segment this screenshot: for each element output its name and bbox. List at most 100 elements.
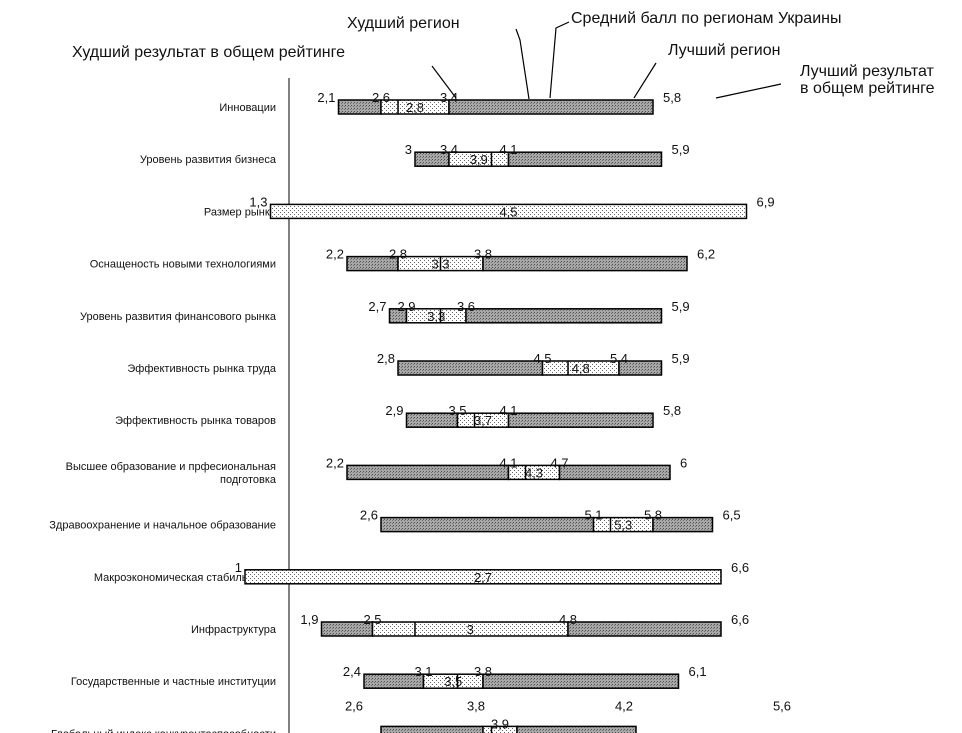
value-label-max: 5,9 [672, 142, 690, 157]
value-label-min: 2,2 [326, 247, 344, 262]
bar-segment-upper [567, 621, 722, 637]
value-label-worst-region: 2,8 [389, 247, 407, 262]
bar-segment-upper [448, 99, 654, 115]
legend-average: Средний балл по регионам Украины [571, 10, 842, 27]
category-label: Оснащеность новыми технологиями [90, 259, 276, 271]
legend-best-overall-line1: Лучший результат [800, 63, 934, 80]
bar-segment-range [244, 569, 722, 585]
value-label-max: 5,9 [672, 351, 690, 366]
value-label-min: 2,6 [345, 698, 363, 713]
value-label-min: 2,4 [343, 664, 361, 679]
value-label-best-region: 4,8 [559, 612, 577, 627]
value-label-average: 2,8 [406, 100, 424, 115]
value-label-best-region: 3,8 [474, 247, 492, 262]
value-label-max: 5,9 [672, 299, 690, 314]
value-label-worst-region: 3,8 [467, 698, 485, 713]
value-label-best-region: 5,8 [644, 508, 662, 523]
value-label-max: 6,6 [731, 612, 749, 627]
bar-segment-upper [465, 308, 663, 324]
value-label-worst-region: 3,1 [414, 664, 432, 679]
value-label-min: 2,9 [385, 403, 403, 418]
value-label-min: 1,9 [300, 612, 318, 627]
value-label-min: 2,2 [326, 455, 344, 470]
value-label-min: 2,7 [368, 299, 386, 314]
value-label-best-region: 4,1 [499, 403, 517, 418]
legend-worst-overall: Худший результат в общем рейтинге [72, 44, 345, 61]
value-label-max: 5,8 [663, 90, 681, 105]
category-label: Размер рынка [204, 206, 277, 218]
category-label: Уровень развития финансового рынка [80, 311, 277, 323]
value-label-worst-region: 2,6 [372, 90, 390, 105]
value-label-worst-region: 2,9 [397, 299, 415, 314]
category-label: Уровень развития бизнеса [140, 154, 277, 166]
legend-best-overall: Лучший результат в общем рейтинге [800, 63, 935, 97]
value-label-min: 3 [405, 142, 412, 157]
bar-segment-upper [482, 255, 688, 272]
legend-worst-region: Худший регион [347, 15, 460, 32]
value-label-max: 6,2 [697, 247, 715, 262]
category-label: Глобальный индекс конкурентоспособности [51, 728, 276, 733]
bar-segment-lower [346, 464, 510, 481]
value-label-min: 1 [235, 560, 242, 575]
value-label-average: 3,9 [491, 716, 509, 731]
value-label-best-region: 3,6 [457, 299, 475, 314]
value-label-min: 1,3 [249, 194, 267, 209]
bar-segment-lower [380, 725, 484, 733]
value-label-min: 2,6 [360, 508, 378, 523]
value-label-min: 2,8 [377, 351, 395, 366]
value-label-average: 3,7 [474, 413, 492, 428]
legend-best-overall-line2: в общем рейтинге [800, 80, 935, 97]
value-label-max: 6,9 [757, 194, 775, 209]
bar-segment-lower [380, 516, 595, 533]
bar-segment-regional [482, 725, 518, 733]
value-label-average: 3,9 [470, 152, 488, 167]
category-label: Высшее образование и прфесиональная подго… [66, 461, 277, 486]
value-label-max: 6,1 [689, 664, 707, 679]
legend-leader-lines [431, 21, 782, 100]
value-label-best-region: 4,7 [550, 455, 568, 470]
category-label: Эффективность рынка товаров [115, 415, 276, 427]
bar-segment-upper [558, 464, 671, 481]
category-label: Эффективность рынка труда [127, 363, 277, 375]
value-label-worst-region: 3,4 [440, 142, 458, 157]
bar-segment-upper [652, 516, 714, 533]
value-label-worst-region: 3,5 [448, 403, 466, 418]
bar-segment-range [269, 203, 748, 220]
value-label-max: 6 [680, 455, 687, 470]
value-label-max: 6,6 [731, 560, 749, 575]
value-label-max: 6,5 [723, 508, 741, 523]
value-label-average: 3,3 [431, 257, 449, 272]
bar-segment-lower [397, 360, 544, 376]
category-label: Инфраструктура [191, 624, 277, 636]
value-label-best-region: 3,8 [474, 664, 492, 679]
value-label-average: 3,3 [427, 309, 445, 324]
value-label-best-region: 4,2 [615, 698, 633, 713]
bar-segment-upper [618, 360, 663, 376]
category-label: Здравоохранение и начальное образование [49, 520, 276, 532]
value-label-best-region: 4,1 [499, 142, 517, 157]
value-label-average: 5,3 [614, 518, 632, 533]
value-label-average: 3 [467, 622, 474, 637]
category-label: Инновации [219, 102, 276, 114]
value-label-max: 5,6 [773, 698, 791, 713]
value-label-average: 4,3 [525, 465, 543, 480]
category-label: Государственные и частные институции [71, 676, 276, 688]
value-label-average: 4,5 [499, 204, 517, 219]
value-label-worst-region: 2,5 [363, 612, 381, 627]
legend-best-region: Лучший регион [668, 42, 781, 59]
value-label-average: 4,8 [572, 361, 590, 376]
bar-segment-upper [482, 673, 680, 689]
value-label-average: 3,5 [444, 674, 462, 689]
bar-segment-upper [507, 151, 663, 167]
value-label-max: 5,8 [663, 403, 681, 418]
value-label-average: 2,7 [474, 570, 492, 585]
value-label-worst-region: 4,5 [533, 351, 551, 366]
bar-segment-upper [516, 725, 637, 733]
value-label-best-region: 5,4 [610, 351, 628, 366]
bar-segment-upper [507, 412, 654, 428]
value-label-worst-region: 4,1 [499, 455, 517, 470]
category-label: Макроэкономическая стабильность [94, 572, 276, 584]
value-label-worst-region: 5,1 [584, 508, 602, 523]
value-label-min: 2,1 [317, 90, 335, 105]
